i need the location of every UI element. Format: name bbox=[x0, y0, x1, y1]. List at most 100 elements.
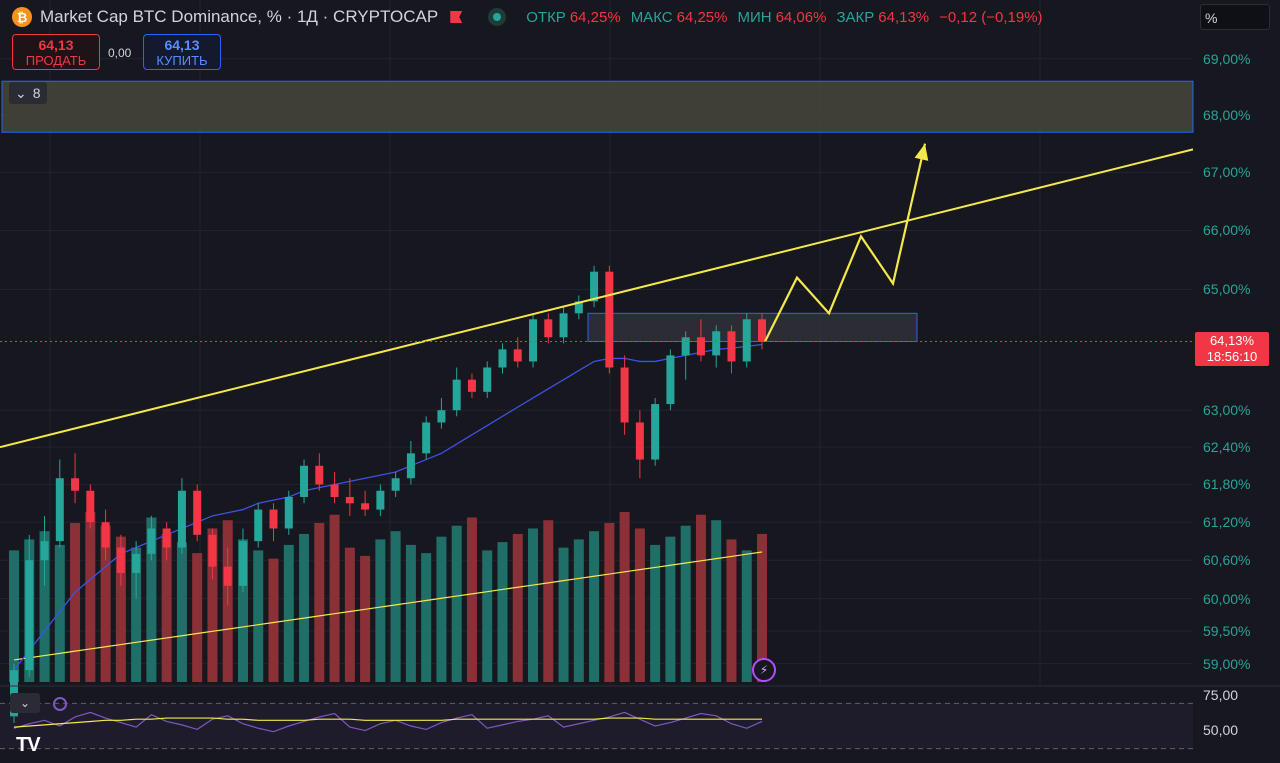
volume-bar bbox=[695, 514, 706, 682]
volume-bar bbox=[85, 512, 96, 682]
price-axis-label: 60,60% bbox=[1203, 552, 1251, 569]
volume-bar bbox=[589, 531, 600, 682]
volume-bar bbox=[634, 528, 645, 682]
volume-bars bbox=[9, 512, 767, 682]
ohlc-low-key: МИН bbox=[737, 8, 772, 26]
candle-body bbox=[238, 541, 247, 586]
volume-bar bbox=[482, 550, 493, 682]
volume-bar bbox=[741, 550, 752, 682]
candle-body bbox=[116, 547, 125, 574]
moving-average-line bbox=[13, 343, 763, 671]
trendline[interactable] bbox=[0, 148, 1194, 449]
candle-body bbox=[605, 271, 614, 368]
volume-bar bbox=[299, 533, 310, 682]
candle-body bbox=[376, 490, 385, 510]
rsi-axis-label: 75,00 bbox=[1203, 687, 1239, 703]
volume-bar bbox=[207, 528, 218, 682]
candle-body bbox=[651, 404, 660, 460]
price-axis-label: 65,00% bbox=[1203, 281, 1251, 298]
chart-header: ₿ Market Cap BTC Dominance, % · 1Д · CRY… bbox=[12, 6, 1043, 28]
indicator-count: 8 bbox=[32, 85, 41, 101]
volume-bar bbox=[390, 531, 401, 682]
candle-body bbox=[177, 490, 186, 548]
candle-body bbox=[696, 337, 705, 356]
flag-icon[interactable] bbox=[450, 11, 462, 23]
lightning-icon[interactable]: ⚡ bbox=[752, 658, 776, 682]
volume-bar bbox=[726, 539, 737, 682]
volume-bar bbox=[329, 514, 340, 682]
candle-body bbox=[437, 410, 446, 423]
candle-body bbox=[406, 453, 415, 479]
candle-body bbox=[55, 478, 64, 542]
tradingview-logo[interactable]: TV bbox=[16, 734, 41, 756]
volume-bar bbox=[451, 525, 462, 682]
price-axis-label: 66,00% bbox=[1203, 222, 1251, 239]
price-axis-label: 59,50% bbox=[1203, 622, 1251, 639]
buy-label: КУПИТЬ bbox=[156, 53, 208, 68]
volume-bar bbox=[283, 544, 294, 682]
ohlc-low-value: 64,06% bbox=[775, 8, 827, 26]
price-axis-label: 68,00% bbox=[1203, 107, 1251, 124]
sell-price: 64,13 bbox=[38, 37, 74, 53]
rsi-collapse-button[interactable]: ⌄ bbox=[10, 693, 40, 713]
price-axis-label: 63,00% bbox=[1203, 402, 1251, 419]
unit-selector[interactable]: % bbox=[1200, 4, 1270, 30]
candle-body bbox=[25, 560, 34, 671]
candle-body bbox=[71, 478, 80, 491]
candle-body bbox=[86, 490, 95, 523]
candle-body bbox=[300, 465, 309, 498]
volume-ma-line bbox=[13, 551, 763, 661]
volume-bar bbox=[421, 553, 432, 682]
rsi-handle bbox=[53, 697, 67, 711]
volume-bar bbox=[466, 517, 477, 682]
chevron-down-icon: ⌄ bbox=[15, 84, 27, 101]
volume-bar bbox=[176, 542, 187, 682]
candle-body bbox=[101, 522, 110, 548]
ohlc-close-value: 64,13% bbox=[878, 8, 930, 26]
price-axis-label: 59,00% bbox=[1203, 655, 1251, 672]
sell-button[interactable]: 64,13 ПРОДАТЬ bbox=[12, 34, 100, 70]
candle-body bbox=[574, 301, 583, 314]
bitcoin-icon: ₿ bbox=[12, 7, 32, 27]
candle-body bbox=[590, 271, 599, 302]
candle-body bbox=[254, 509, 263, 542]
candle-body bbox=[345, 497, 354, 504]
volume-bar bbox=[344, 547, 355, 682]
projection-path[interactable] bbox=[764, 143, 927, 343]
candle-body bbox=[315, 465, 324, 485]
last-price-tag: 64,13% 18:56:10 bbox=[1195, 332, 1269, 366]
candle-body bbox=[193, 490, 202, 535]
volume-bar bbox=[70, 522, 81, 682]
volume-bar bbox=[253, 550, 264, 682]
buy-button[interactable]: 64,13 КУПИТЬ bbox=[143, 34, 221, 70]
candle-body bbox=[269, 509, 278, 529]
candle-body bbox=[361, 503, 370, 510]
candle-body bbox=[467, 379, 476, 392]
collapse-indicators-button[interactable]: ⌄ 8 bbox=[9, 82, 47, 104]
market-status-icon[interactable] bbox=[488, 8, 507, 26]
price-axis-label: 69,00% bbox=[1203, 50, 1251, 67]
rsi-axis-label: 50,00 bbox=[1203, 722, 1239, 738]
candle-body bbox=[208, 534, 217, 567]
volume-bar bbox=[192, 553, 203, 682]
volume-bar bbox=[573, 539, 584, 682]
ohlc-change: −0,12 (−0,19%) bbox=[939, 8, 1043, 26]
candle-body bbox=[483, 367, 492, 392]
candle-body bbox=[727, 331, 736, 362]
symbol-title[interactable]: Market Cap BTC Dominance, % · 1Д · CRYPT… bbox=[40, 7, 439, 26]
ohlc-open-key: ОТКР bbox=[526, 8, 566, 26]
candle-body bbox=[742, 319, 751, 362]
candle-body bbox=[544, 319, 553, 338]
bar-countdown: 18:56:10 bbox=[1206, 349, 1258, 364]
volume-bar bbox=[405, 544, 416, 682]
resistance-zone[interactable] bbox=[1, 80, 1194, 133]
volume-bar bbox=[680, 525, 691, 682]
volume-bar bbox=[528, 528, 539, 682]
ohlc-values: ОТКР 64,25% МАКС 64,25% МИН 64,06% ЗАКР 64,1… bbox=[526, 9, 1042, 26]
candle-body bbox=[758, 319, 766, 342]
volume-bar bbox=[558, 547, 569, 682]
buy-price: 64,13 bbox=[164, 37, 200, 53]
support-zone[interactable] bbox=[587, 312, 918, 343]
candle-body bbox=[452, 379, 461, 411]
